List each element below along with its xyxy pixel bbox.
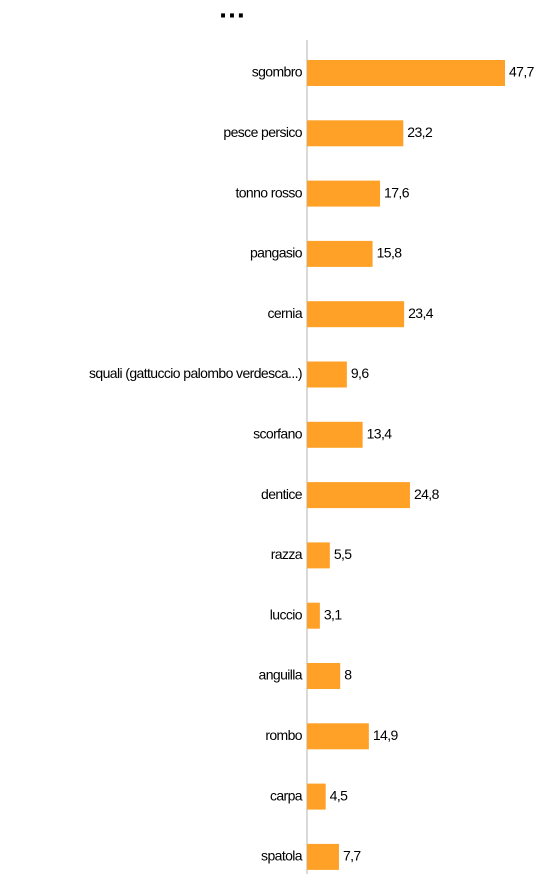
value-label: 8 xyxy=(344,667,352,683)
category-label: pesce persico xyxy=(223,124,302,140)
value-label: 23,2 xyxy=(407,124,433,140)
value-label: 4,5 xyxy=(330,787,348,803)
bar xyxy=(307,482,410,509)
value-label: 3,1 xyxy=(324,606,342,622)
bar xyxy=(307,783,326,810)
value-label: 7,7 xyxy=(343,848,361,864)
category-label: dentice xyxy=(261,486,303,502)
value-label: 14,9 xyxy=(373,727,399,743)
bar xyxy=(307,843,339,870)
bar xyxy=(307,602,320,629)
category-label: squali (gattuccio palombo verdesca...) xyxy=(89,365,302,381)
bar xyxy=(307,240,373,267)
category-label: rombo xyxy=(265,727,302,743)
category-label: scorfano xyxy=(253,426,303,442)
bar xyxy=(307,421,363,448)
category-label: tonno rosso xyxy=(235,184,302,200)
category-label: spatola xyxy=(261,848,303,864)
category-label: anguilla xyxy=(259,667,303,683)
bar xyxy=(307,723,369,750)
value-label: 17,6 xyxy=(384,184,410,200)
category-label: razza xyxy=(271,546,303,562)
bar xyxy=(307,180,381,207)
value-label: 9,6 xyxy=(351,365,369,381)
bar xyxy=(307,663,341,689)
value-label: 47,7 xyxy=(509,64,535,80)
category-label: carpa xyxy=(270,787,303,803)
bar xyxy=(307,60,505,86)
value-label: 13,4 xyxy=(367,426,393,442)
value-label: 24,8 xyxy=(414,486,440,502)
chart-title: … xyxy=(218,0,246,23)
value-label: 23,4 xyxy=(408,305,434,321)
bar xyxy=(307,301,405,328)
bar xyxy=(307,361,347,388)
value-label: 5,5 xyxy=(334,546,352,562)
category-label: sgombro xyxy=(252,64,303,80)
bar xyxy=(307,120,404,147)
category-label: luccio xyxy=(270,606,303,622)
value-label: 15,8 xyxy=(377,245,403,261)
bar xyxy=(307,542,330,569)
category-label: cernia xyxy=(267,305,302,321)
category-label: pangasio xyxy=(250,245,303,261)
